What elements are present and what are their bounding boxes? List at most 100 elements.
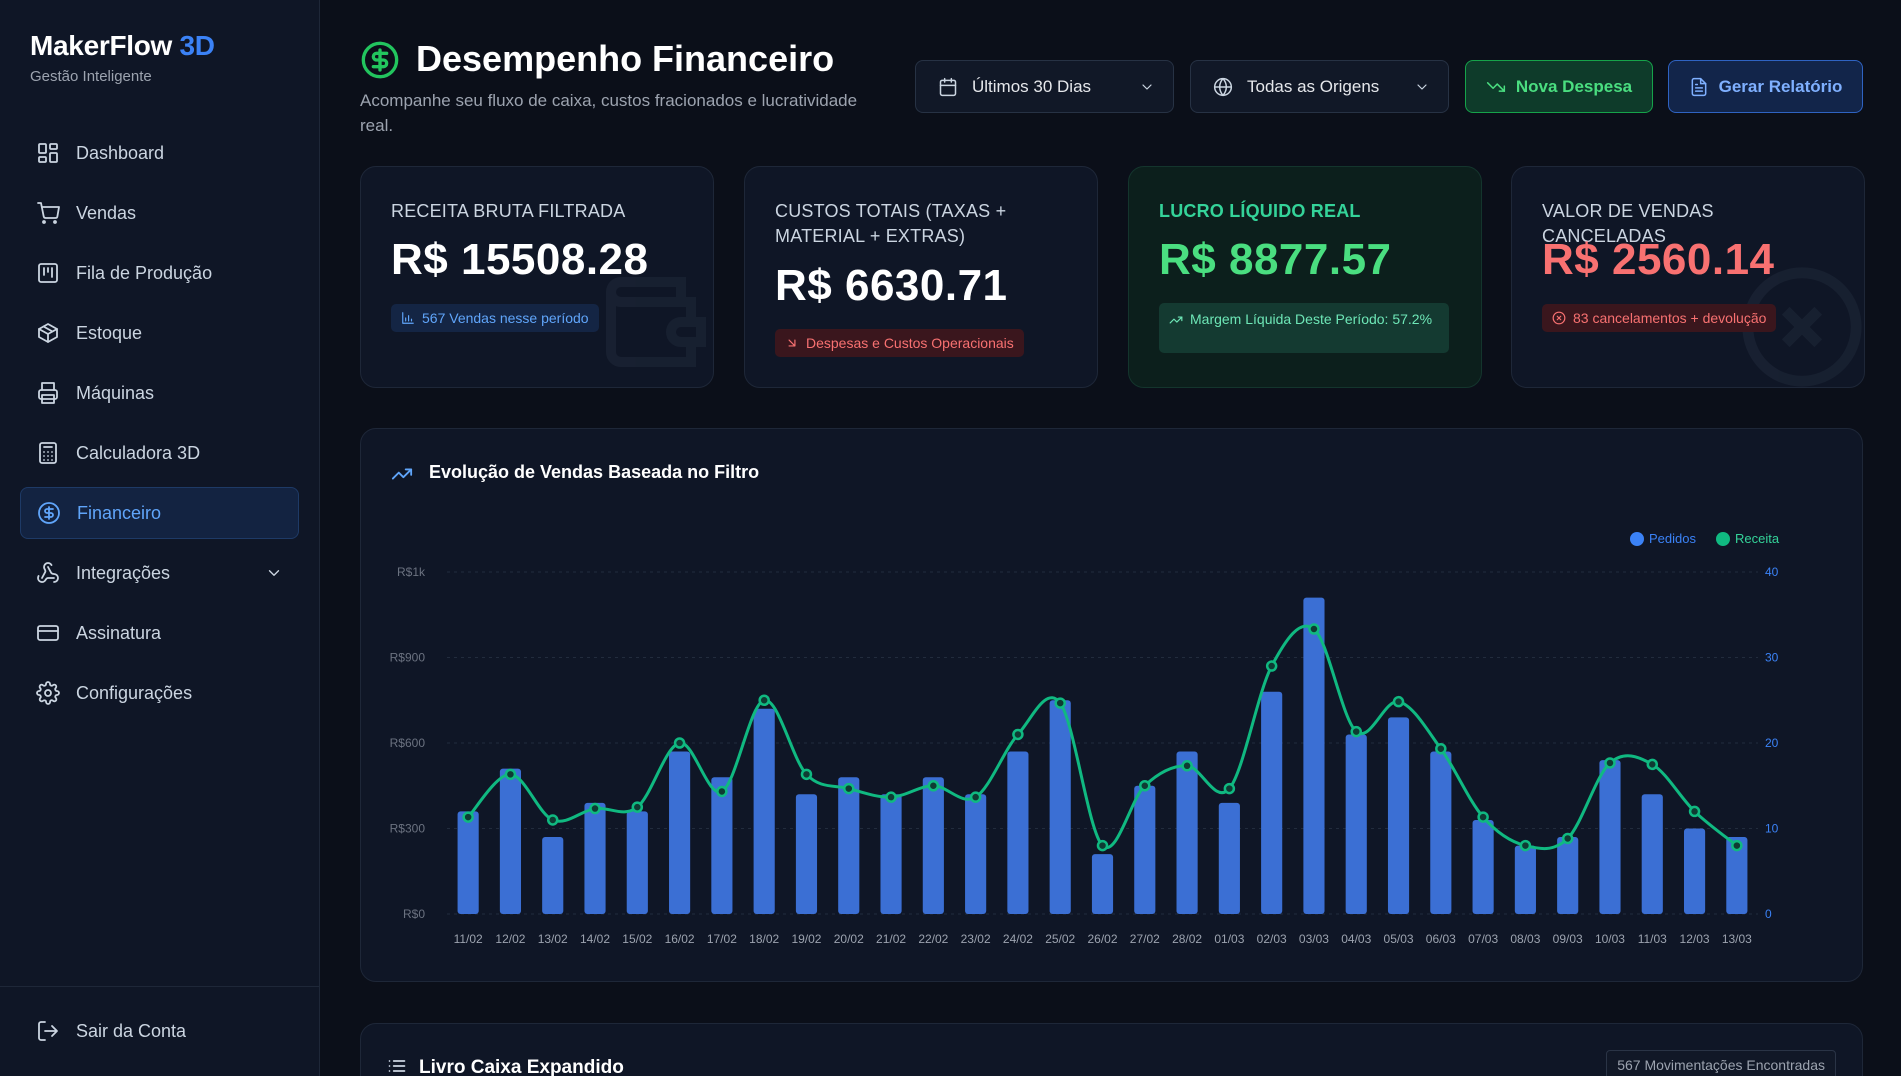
chart-bar bbox=[838, 777, 860, 914]
dashboard-icon bbox=[38, 143, 58, 163]
sidebar-item-label: Assinatura bbox=[76, 622, 162, 643]
chart-bar bbox=[1345, 734, 1367, 914]
chart-bar bbox=[880, 794, 902, 914]
revenue-point bbox=[1646, 758, 1659, 771]
kpi-value: R$ 6630.71 bbox=[775, 261, 1008, 310]
period-select-value: Últimos 30 Dias bbox=[972, 76, 1092, 96]
revenue-point bbox=[758, 694, 770, 706]
chart-bar bbox=[1091, 854, 1114, 914]
y-right-tick-label: 10 bbox=[1765, 822, 1779, 836]
chart-bar bbox=[542, 837, 564, 914]
x-tick-label: 13/02 bbox=[538, 932, 568, 946]
chevron-down-icon bbox=[1142, 83, 1152, 90]
page-subtitle: Acompanhe seu fluxo de caixa, custos fra… bbox=[360, 91, 858, 135]
legend-swatch-pedidos bbox=[1630, 532, 1644, 546]
revenue-point bbox=[631, 801, 644, 813]
calculator-icon bbox=[39, 442, 57, 464]
y-right-tick-label: 40 bbox=[1765, 565, 1779, 579]
sidebar-item-maquinas[interactable]: Máquinas bbox=[20, 367, 299, 419]
sidebar-item-label: Estoque bbox=[76, 322, 143, 343]
chart-bar bbox=[499, 768, 522, 914]
sidebar-item-label: Dashboard bbox=[76, 142, 165, 163]
revenue-point bbox=[1139, 780, 1151, 792]
x-tick-label: 28/02 bbox=[1172, 932, 1202, 946]
x-tick-label: 06/03 bbox=[1426, 932, 1456, 946]
x-tick-label: 20/02 bbox=[834, 932, 864, 946]
sidebar-item-fila-producao[interactable]: Fila de Produção bbox=[20, 247, 299, 299]
revenue-point bbox=[969, 791, 982, 803]
chart-bar bbox=[1726, 837, 1748, 914]
sidebar-item-calculadora[interactable]: Calculadora 3D bbox=[20, 427, 299, 479]
chart-bar bbox=[1557, 837, 1579, 914]
dollar-circle-icon bbox=[361, 41, 399, 79]
kpi-value: R$ 15508.28 bbox=[391, 235, 649, 284]
chart-title: Evolução de Vendas Baseada no Filtro bbox=[429, 462, 760, 482]
chart-bar bbox=[1387, 717, 1410, 914]
x-tick-label: 26/02 bbox=[1087, 932, 1117, 946]
sidebar-item-financeiro[interactable]: Financeiro bbox=[20, 487, 299, 539]
legend-swatch-receita bbox=[1716, 532, 1730, 546]
chevron-down-icon[interactable] bbox=[265, 564, 283, 582]
chart-bar bbox=[1514, 845, 1536, 914]
chart-bar bbox=[1261, 691, 1283, 914]
brand-name-accent: 3D bbox=[179, 30, 216, 61]
sidebar-item-configuracoes[interactable]: Configurações bbox=[20, 667, 299, 719]
legend-label-receita: Receita bbox=[1735, 531, 1780, 546]
kpi-badge: Margem Líquida Deste Período: 57.2% bbox=[1159, 303, 1449, 353]
chart-bar bbox=[1134, 785, 1156, 914]
revenue-point bbox=[1392, 695, 1405, 708]
cart-icon bbox=[37, 202, 60, 224]
x-tick-label: 11/02 bbox=[454, 932, 483, 946]
sidebar-item-integracoes[interactable]: Integrações bbox=[20, 547, 299, 599]
chart-bar bbox=[457, 811, 479, 914]
sidebar-item-dashboard[interactable]: Dashboard bbox=[20, 127, 299, 179]
period-select[interactable]: Últimos 30 Dias bbox=[915, 60, 1174, 113]
x-tick-label: 18/02 bbox=[749, 932, 779, 946]
new-expense-label: Nova Despesa bbox=[1515, 76, 1633, 96]
x-tick-label: 25/02 bbox=[1045, 932, 1075, 946]
sales-chart-panel: Evolução de Vendas Baseada no Filtro R$0… bbox=[360, 428, 1863, 982]
dollar-circle-icon bbox=[38, 502, 60, 524]
legend-label-pedidos: Pedidos bbox=[1649, 531, 1696, 546]
kpi-badge: Despesas e Custos Operacionais bbox=[775, 329, 1024, 357]
kpi-card-revenue: RECEITA BRUTA FILTRADA R$ 15508.28 567 V… bbox=[360, 166, 714, 388]
sidebar-item-vendas[interactable]: Vendas bbox=[20, 187, 299, 239]
x-tick-label: 16/02 bbox=[665, 932, 695, 946]
brand[interactable]: MakerFlow 3D Gestão Inteligente bbox=[30, 30, 215, 85]
kpi-label: RECEITA BRUTA FILTRADA bbox=[391, 201, 626, 221]
x-tick-label: 07/03 bbox=[1468, 932, 1498, 946]
revenue-point bbox=[1308, 623, 1320, 635]
x-tick-label: 03/03 bbox=[1299, 932, 1329, 946]
chart-bar bbox=[922, 777, 944, 914]
new-expense-button[interactable]: Nova Despesa bbox=[1465, 60, 1653, 113]
kpi-badge: 567 Vendas nesse período bbox=[391, 304, 599, 332]
revenue-line bbox=[467, 624, 1738, 851]
trending-up-icon bbox=[1169, 316, 1183, 324]
kpi-value: R$ 8877.57 bbox=[1159, 235, 1392, 284]
revenue-point bbox=[1435, 742, 1447, 755]
chart-bar bbox=[965, 794, 987, 914]
ledger-panel: Livro Caixa Expandido 567 Movimentações … bbox=[360, 1023, 1863, 1076]
sidebar-item-label: Vendas bbox=[76, 202, 137, 223]
origin-select[interactable]: Todas as Origens bbox=[1190, 60, 1449, 113]
revenue-point bbox=[1477, 811, 1489, 823]
sidebar-item-estoque[interactable]: Estoque bbox=[20, 307, 299, 359]
chart-bar bbox=[1430, 751, 1452, 914]
sidebar-item-assinatura[interactable]: Assinatura bbox=[20, 607, 299, 659]
revenue-point bbox=[1096, 839, 1109, 852]
x-tick-label: 15/02 bbox=[622, 932, 652, 946]
generate-report-button[interactable]: Gerar Relatório bbox=[1668, 60, 1863, 113]
brand-tagline: Gestão Inteligente bbox=[30, 68, 152, 85]
x-tick-label: 24/02 bbox=[1003, 932, 1033, 946]
bar-chart-icon bbox=[402, 312, 414, 324]
revenue-point bbox=[927, 780, 940, 792]
chart-bar bbox=[1218, 802, 1240, 914]
kpi-badge: 83 cancelamentos + devolução bbox=[1542, 304, 1777, 332]
x-circle-icon bbox=[1552, 311, 1566, 325]
kpi-badge-text: Despesas e Custos Operacionais bbox=[806, 335, 1014, 351]
brand-name: MakerFlow bbox=[30, 30, 173, 61]
sidebar-item-label: Máquinas bbox=[76, 382, 155, 403]
revenue-point bbox=[1731, 839, 1743, 852]
chart-bar bbox=[626, 811, 648, 914]
logout-button[interactable]: Sair da Conta bbox=[36, 1019, 186, 1043]
